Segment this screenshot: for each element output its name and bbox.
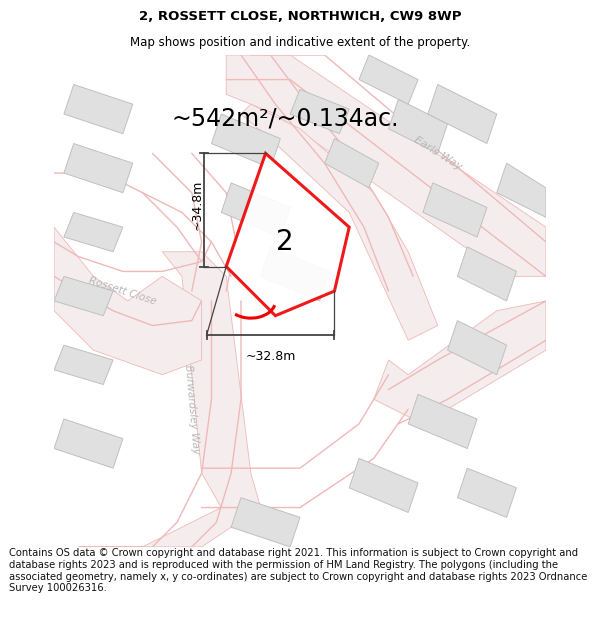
Polygon shape xyxy=(389,99,448,153)
Text: Earls Way: Earls Way xyxy=(412,134,464,172)
Polygon shape xyxy=(457,468,517,518)
Polygon shape xyxy=(64,84,133,134)
Polygon shape xyxy=(226,55,546,276)
Polygon shape xyxy=(359,55,418,104)
Polygon shape xyxy=(428,84,497,144)
Polygon shape xyxy=(54,419,123,468)
Polygon shape xyxy=(325,139,379,188)
Text: Contains OS data © Crown copyright and database right 2021. This information is : Contains OS data © Crown copyright and d… xyxy=(9,549,587,593)
Polygon shape xyxy=(64,213,123,252)
Polygon shape xyxy=(241,104,438,340)
Polygon shape xyxy=(260,247,329,301)
Polygon shape xyxy=(457,247,517,301)
Polygon shape xyxy=(423,183,487,237)
Polygon shape xyxy=(54,276,113,316)
Polygon shape xyxy=(221,183,290,237)
Polygon shape xyxy=(64,144,133,192)
Polygon shape xyxy=(79,252,260,547)
Polygon shape xyxy=(54,345,113,384)
Polygon shape xyxy=(54,227,202,375)
Text: ~32.8m: ~32.8m xyxy=(245,350,296,363)
Text: Burwardsley Way: Burwardsley Way xyxy=(183,364,200,454)
Polygon shape xyxy=(349,458,418,512)
Polygon shape xyxy=(374,301,546,424)
Text: Rossett Close: Rossett Close xyxy=(88,276,158,307)
Polygon shape xyxy=(448,321,506,375)
Text: 2: 2 xyxy=(277,228,294,256)
Polygon shape xyxy=(290,89,349,134)
Polygon shape xyxy=(231,498,300,547)
Text: ~34.8m: ~34.8m xyxy=(190,180,203,230)
Text: ~542m²/~0.134ac.: ~542m²/~0.134ac. xyxy=(172,107,399,131)
Polygon shape xyxy=(497,163,546,217)
Text: Map shows position and indicative extent of the property.: Map shows position and indicative extent… xyxy=(130,36,470,49)
Polygon shape xyxy=(226,153,349,316)
Polygon shape xyxy=(211,114,280,168)
Polygon shape xyxy=(408,394,477,449)
Text: 2, ROSSETT CLOSE, NORTHWICH, CW9 8WP: 2, ROSSETT CLOSE, NORTHWICH, CW9 8WP xyxy=(139,10,461,23)
